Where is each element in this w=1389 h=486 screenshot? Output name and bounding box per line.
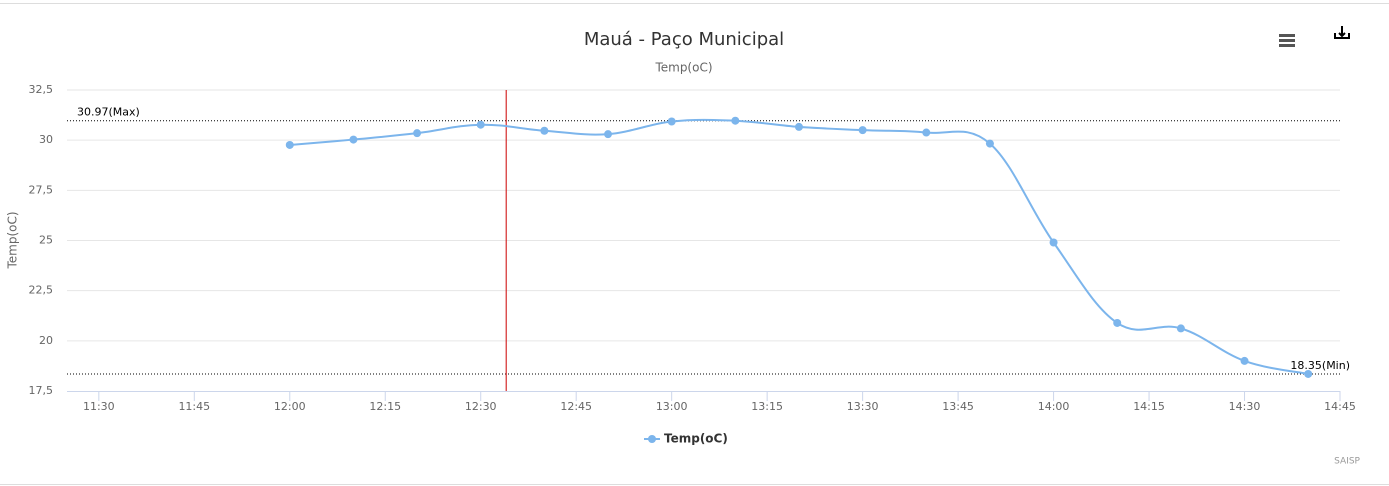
point	[604, 130, 613, 139]
x-tick-label: 11:45	[178, 400, 210, 413]
point	[476, 120, 485, 129]
menu-bar	[1279, 39, 1295, 42]
plot-line-label: 18.35(Min)	[1290, 359, 1350, 372]
menu-bar	[1279, 34, 1295, 37]
point	[1240, 356, 1249, 365]
y-tick-label: 30	[39, 133, 53, 146]
point	[1049, 238, 1058, 247]
x-tick-label: 14:45	[1324, 400, 1356, 413]
x-tick-label: 14:30	[1229, 400, 1261, 413]
point	[858, 126, 867, 135]
y-axis-title: Temp(oC)	[6, 211, 20, 269]
download-icon	[1334, 26, 1350, 39]
y-tick-label: 32,5	[29, 83, 54, 96]
y-tick-label: 20	[39, 334, 53, 347]
x-tick-label: 13:45	[942, 400, 974, 413]
y-tick-label: 22,5	[29, 284, 54, 297]
point	[794, 122, 803, 131]
x-tick-label: 12:15	[369, 400, 401, 413]
point	[413, 129, 422, 138]
chart-title: Mauá - Paço Municipal	[584, 29, 784, 50]
y-tick-label: 25	[39, 234, 53, 247]
x-tick-label: 14:15	[1133, 400, 1165, 413]
y-tick-label: 27,5	[29, 183, 54, 196]
point	[922, 128, 931, 137]
menu-bar	[1279, 44, 1295, 47]
menu-button[interactable]	[1272, 28, 1302, 52]
x-tick-label: 13:00	[656, 400, 688, 413]
x-tick-label: 14:00	[1038, 400, 1070, 413]
plot-line-label: 30.97(Max)	[77, 106, 140, 119]
point	[667, 117, 676, 126]
legend-label[interactable]: Temp(oC)	[664, 432, 728, 446]
x-tick-label: 13:15	[751, 400, 783, 413]
y-tick-label: 17,5	[29, 384, 54, 397]
point	[1113, 318, 1122, 327]
point	[349, 135, 358, 144]
point	[731, 116, 740, 125]
chart-subtitle: Temp(oC)	[654, 61, 712, 75]
x-tick-label: 12:30	[465, 400, 497, 413]
credits: SAISP	[1334, 457, 1360, 467]
point	[540, 126, 549, 135]
legend-symbol	[648, 435, 656, 443]
point	[985, 139, 994, 148]
x-tick-label: 12:00	[274, 400, 306, 413]
point	[1304, 369, 1313, 378]
series-line	[289, 118, 1309, 375]
download-button[interactable]	[1328, 22, 1350, 44]
point	[1176, 324, 1185, 333]
point	[285, 140, 294, 149]
x-tick-label: 11:30	[83, 400, 115, 413]
x-tick-label: 12:45	[560, 400, 592, 413]
x-tick-label: 13:30	[847, 400, 879, 413]
